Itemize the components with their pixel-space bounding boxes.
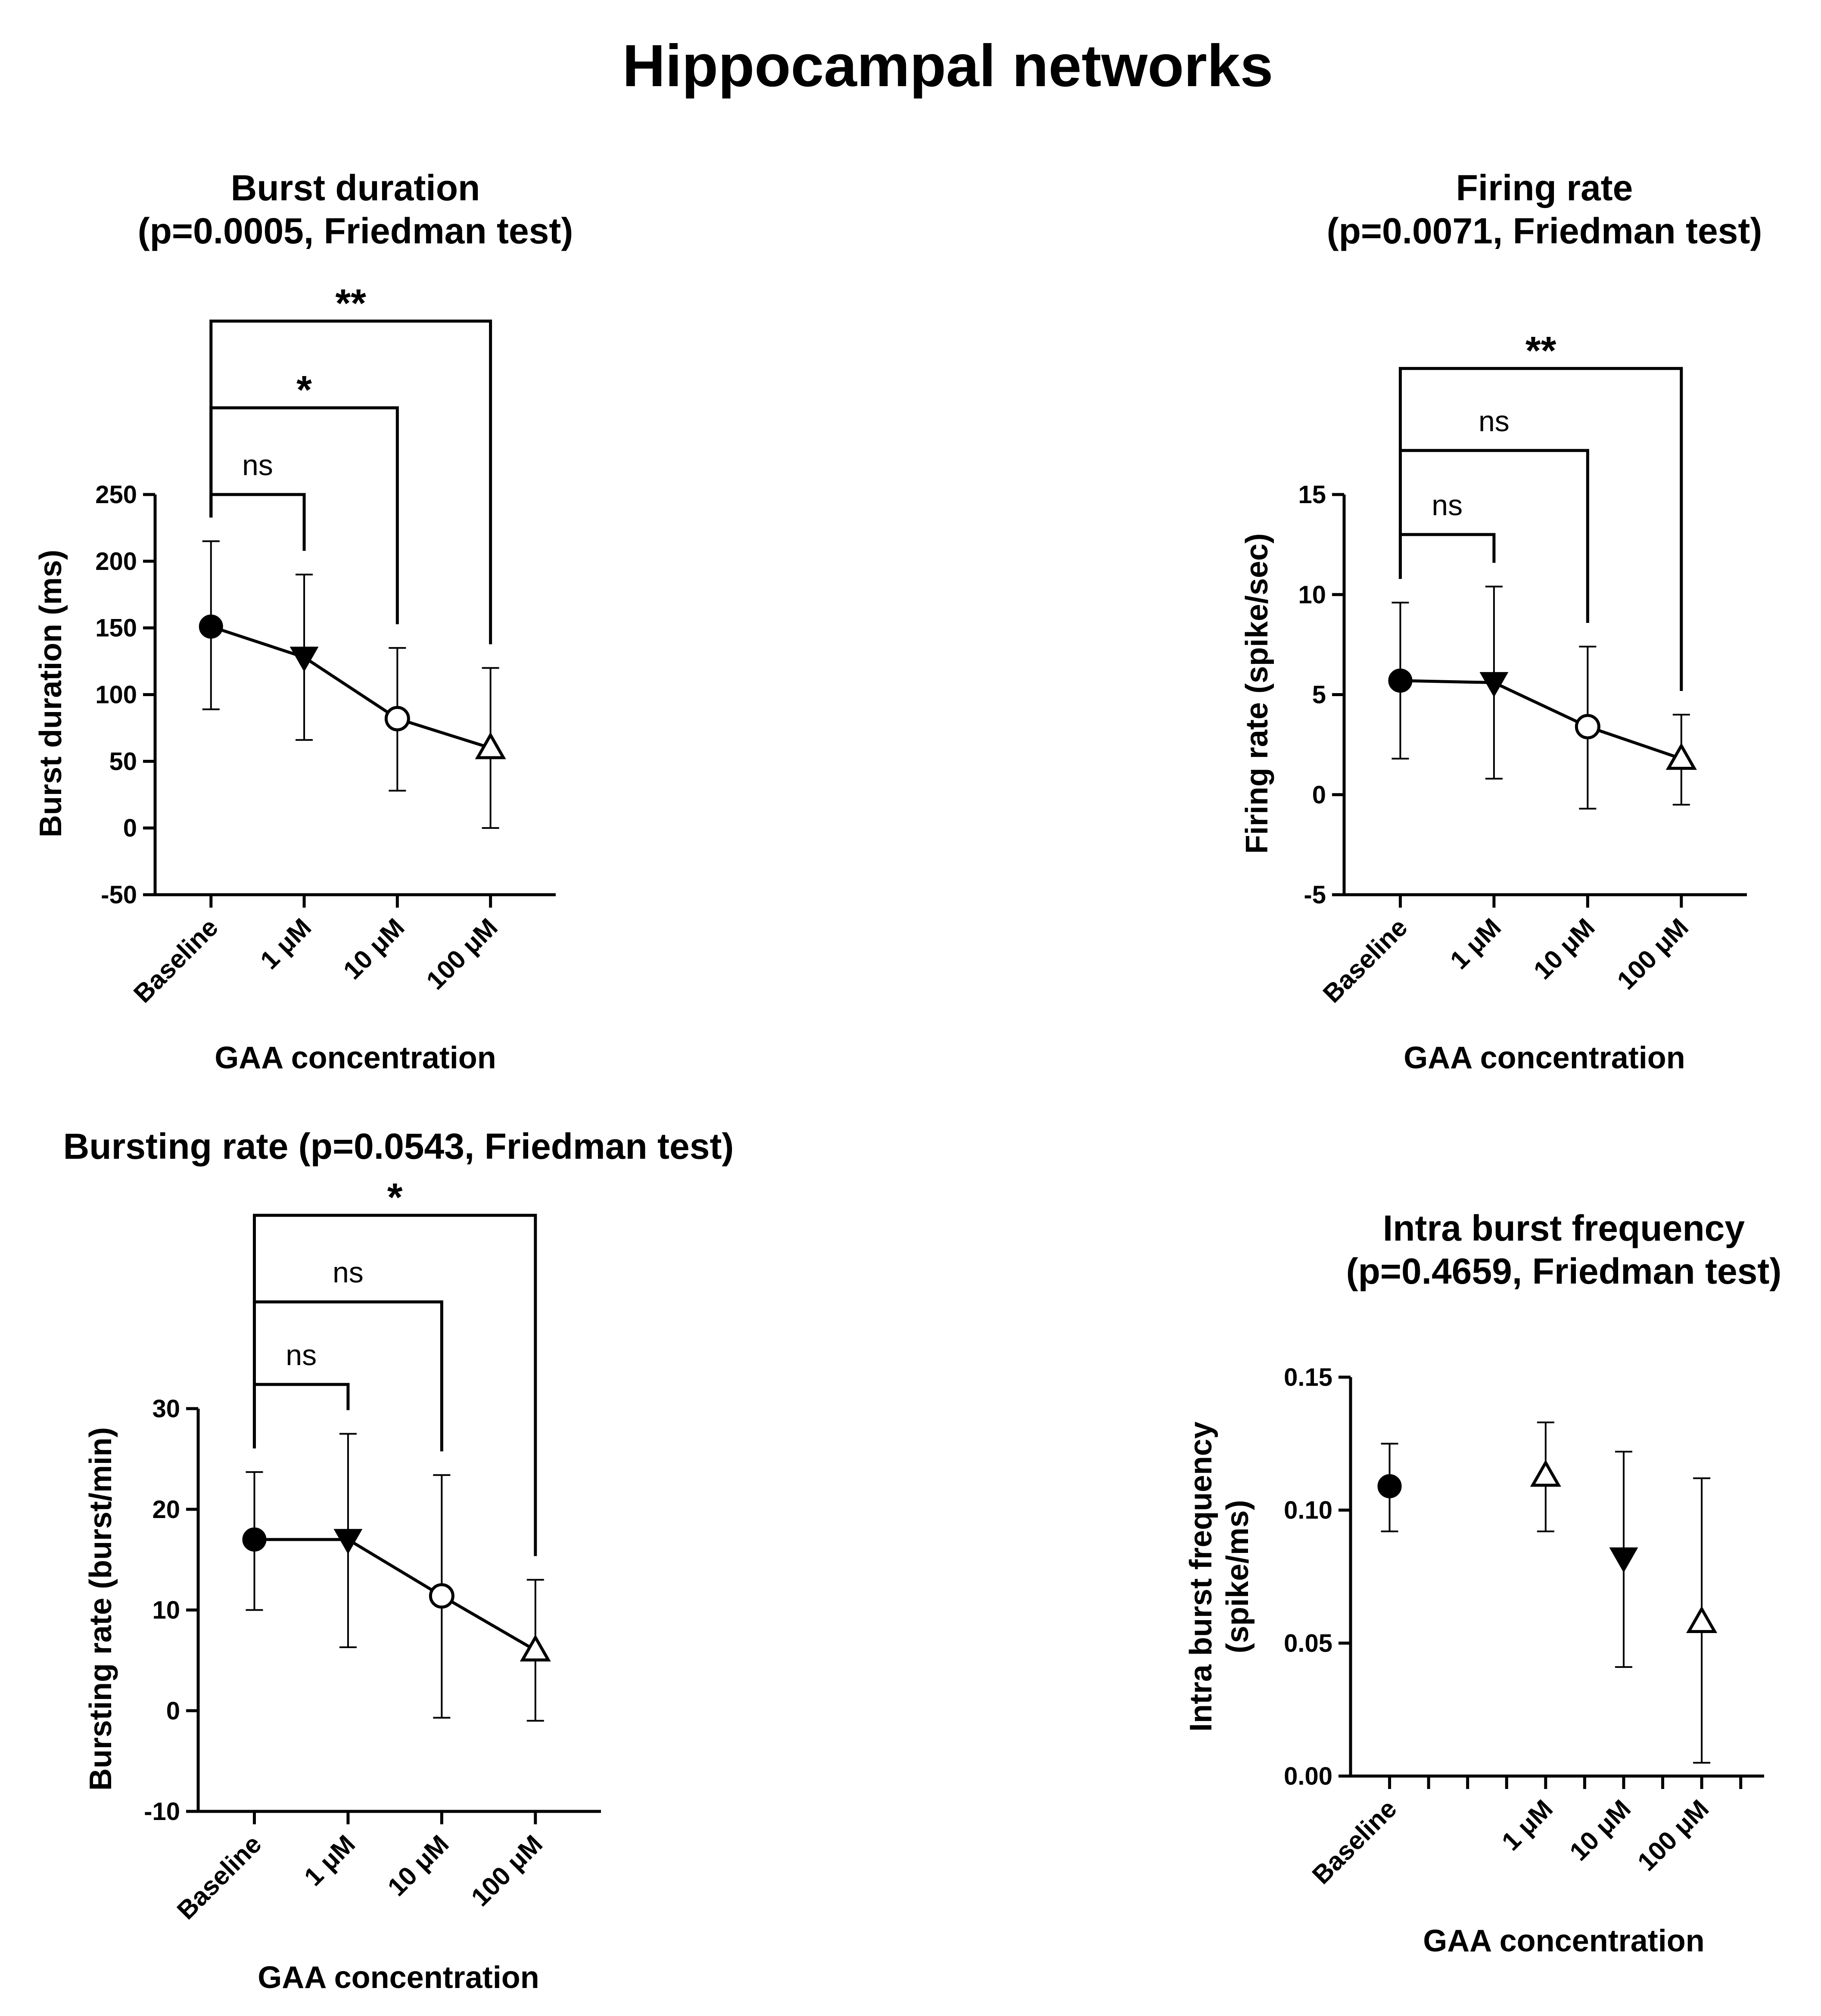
data-point-1-m: [1479, 672, 1509, 697]
data-point-100-m: [520, 1634, 551, 1661]
y-axis-label: Firing rate (spike/sec): [1240, 533, 1274, 854]
y-axis-label: Intra burst frequency: [1184, 1422, 1218, 1732]
y-tick-label: 0: [123, 814, 137, 842]
data-point-10-m: [1575, 714, 1600, 740]
x-tick-label-baseline: Baseline: [1317, 913, 1413, 1008]
x-tick-label-baseline: Baseline: [128, 913, 224, 1008]
y-tick-label: 200: [95, 548, 137, 576]
y-tick-label: 20: [152, 1496, 180, 1524]
y-tick-label: 0.10: [1284, 1496, 1332, 1524]
y-tick-label: 0: [1312, 781, 1326, 809]
x-tick-label-1-m: 1 μM: [1496, 1794, 1558, 1856]
y-tick-label: 50: [109, 747, 137, 775]
y-tick-label: 30: [152, 1395, 180, 1423]
y-axis-label: Burst duration (ms): [34, 550, 68, 837]
data-point-baseline: [1377, 1474, 1402, 1499]
data-point-10-m: [384, 706, 410, 731]
x-axis-label: GAA concentration: [258, 1960, 539, 1995]
data-point-100-m: [1686, 1605, 1718, 1633]
x-tick-label-10-m: 10 μM: [382, 1829, 454, 1902]
panel-burst-duration: Burst duration(p=0.0005, Friedman test) -…: [34, 168, 573, 1075]
panel-intra-burst-frequency: Intra burst frequency(p=0.4659, Friedman…: [1184, 1208, 1781, 1958]
x-tick-label-1-m: 1 μM: [255, 913, 317, 975]
significance-bracket: [1398, 533, 1496, 579]
y-axis-label: Bursting rate (burst/min): [84, 1427, 118, 1791]
x-tick-label-100-m: 100 μM: [466, 1829, 548, 1912]
significance-label: ns: [286, 1339, 317, 1372]
panel-bursting-rate: Bursting rate (p=0.0543, Friedman test) -…: [63, 1126, 734, 1995]
significance-bracket: [1398, 367, 1683, 691]
y-tick-label: 100: [95, 681, 137, 709]
x-tick-label-10-m: 10 μM: [338, 913, 410, 985]
series-line: [1400, 679, 1682, 760]
page-title: Hippocampal networks: [623, 33, 1273, 99]
x-axis-label: GAA concentration: [1404, 1041, 1685, 1075]
y-tick-label: 15: [1298, 481, 1326, 509]
y-tick-label: 150: [95, 614, 137, 642]
y-tick-label: 10: [1298, 581, 1326, 609]
y-tick-label: 0: [166, 1697, 180, 1725]
panel-firing-rate: Firing rate(p=0.0071, Friedman test) -5 0 5…: [1240, 168, 1762, 1075]
significance-bracket: [252, 1300, 443, 1452]
y-tick-label: 5: [1312, 681, 1326, 709]
significance-label: **: [335, 281, 366, 325]
x-tick-label-baseline: Baseline: [1307, 1794, 1402, 1890]
x-tick-label-baseline: Baseline: [171, 1829, 267, 1925]
y-tick-label: -10: [144, 1798, 180, 1826]
chart-title: Firing rate: [1456, 168, 1633, 208]
significance-label: ns: [333, 1256, 364, 1289]
chart-title: Bursting rate (p=0.0543, Friedman test): [63, 1126, 734, 1167]
x-axis-label: GAA concentration: [215, 1041, 496, 1075]
chart-title: (p=0.0005, Friedman test): [138, 211, 573, 251]
significance-label: ns: [242, 449, 273, 482]
y-tick-label: -50: [101, 881, 137, 909]
x-tick-label-1-m: 1 μM: [1444, 913, 1507, 975]
y-tick-label: -5: [1304, 881, 1326, 909]
significance-label: **: [1525, 329, 1556, 373]
y-tick-label: 0.15: [1284, 1363, 1332, 1391]
data-point-baseline: [242, 1527, 267, 1552]
data-point-1-m: [289, 647, 319, 672]
data-point-100-m: [475, 732, 506, 759]
significance-label: ns: [1479, 405, 1510, 438]
data-point-baseline: [1388, 668, 1413, 693]
series-line: [254, 1538, 536, 1652]
chart-title: (p=0.4659, Friedman test): [1346, 1251, 1782, 1291]
x-tick-label-1-m: 1 μM: [299, 1829, 361, 1892]
significance-bracket: [209, 493, 306, 551]
y-tick-label: 250: [95, 481, 137, 509]
data-point-baseline: [199, 614, 223, 639]
chart-title: Intra burst frequency: [1383, 1208, 1745, 1248]
data-point-1-m: [1530, 1459, 1561, 1487]
y-tick-label: 0.05: [1284, 1629, 1332, 1657]
x-tick-label-100-m: 100 μM: [1612, 913, 1694, 995]
series-line: [210, 625, 491, 750]
x-axis-label: GAA concentration: [1423, 1924, 1704, 1958]
data-point-10-m: [1609, 1547, 1638, 1573]
significance-bracket: [209, 319, 492, 644]
x-tick-label-10-m: 10 μM: [1564, 1794, 1636, 1867]
data-point-1-m: [333, 1529, 363, 1554]
significance-label: *: [296, 368, 312, 412]
x-tick-label-100-m: 100 μM: [1632, 1794, 1714, 1876]
data-point-10-m: [429, 1583, 454, 1609]
y-axis-label: (spike/ms): [1220, 1500, 1255, 1653]
x-tick-label-10-m: 10 μM: [1528, 913, 1600, 985]
x-tick-label-100-m: 100 μM: [421, 913, 503, 995]
data-point-100-m: [1665, 743, 1697, 770]
y-tick-label: 0.00: [1284, 1762, 1332, 1790]
chart-title: Burst duration: [231, 168, 480, 208]
significance-bracket: [252, 1383, 350, 1449]
significance-bracket: [252, 1213, 537, 1556]
significance-label: ns: [1432, 489, 1463, 522]
chart-title: (p=0.0071, Friedman test): [1327, 211, 1762, 251]
significance-label: *: [387, 1176, 403, 1220]
y-tick-label: 10: [152, 1596, 180, 1624]
